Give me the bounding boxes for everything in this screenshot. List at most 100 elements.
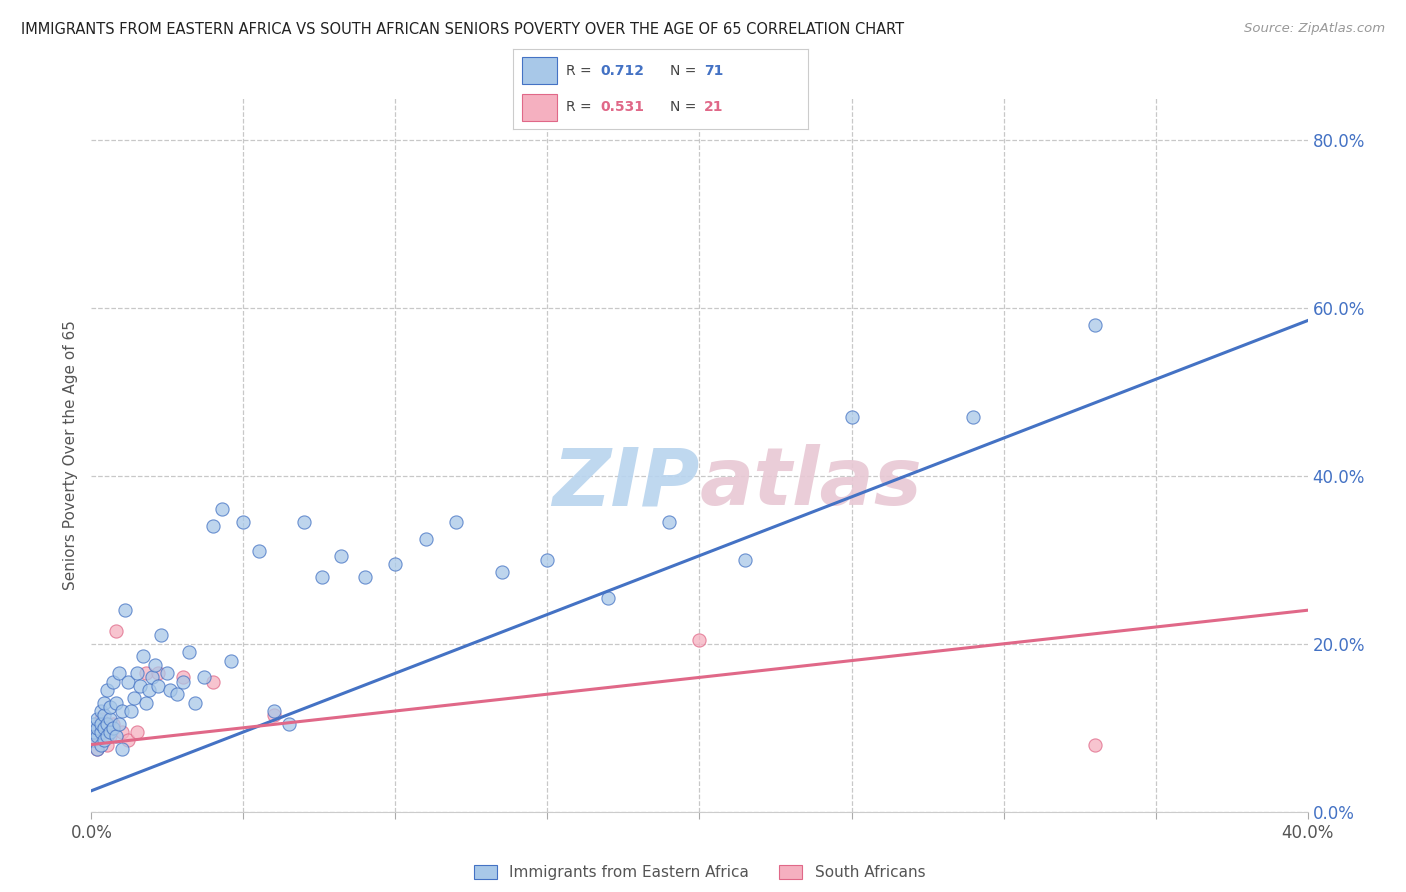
Text: 0.712: 0.712: [600, 63, 644, 78]
Point: [135, 666, 157, 681]
Point: [104, 696, 127, 710]
Point: [82, 733, 104, 747]
Point: [98, 699, 121, 714]
FancyBboxPatch shape: [522, 94, 557, 121]
Point: [96, 738, 118, 752]
Point: [83, 716, 105, 731]
Point: [111, 704, 134, 718]
Point: [122, 691, 145, 706]
Point: [86, 721, 108, 735]
Point: [166, 687, 188, 701]
Point: [82, 733, 104, 747]
Point: [202, 519, 225, 533]
Point: [89, 716, 111, 731]
Point: [96, 729, 118, 743]
Point: [1084, 738, 1107, 752]
Text: R =: R =: [567, 100, 596, 114]
Point: [491, 566, 513, 580]
Point: [232, 515, 254, 529]
Point: [841, 410, 863, 425]
Point: [86, 741, 108, 756]
Point: [156, 666, 179, 681]
Point: [93, 721, 115, 735]
Point: [143, 657, 166, 672]
Point: [148, 666, 170, 681]
Point: [93, 721, 115, 735]
Point: [89, 738, 111, 752]
Point: [93, 696, 115, 710]
Point: [247, 544, 270, 558]
Point: [93, 708, 115, 723]
Legend: Immigrants from Eastern Africa, South Africans: Immigrants from Eastern Africa, South Af…: [468, 858, 931, 886]
Point: [114, 603, 136, 617]
Point: [89, 712, 111, 726]
Point: [211, 502, 233, 516]
Text: Source: ZipAtlas.com: Source: ZipAtlas.com: [1244, 22, 1385, 36]
Point: [117, 733, 139, 747]
Text: 21: 21: [703, 100, 723, 114]
Point: [98, 712, 121, 726]
Point: [354, 569, 377, 583]
Text: atlas: atlas: [699, 444, 922, 523]
Point: [263, 704, 285, 718]
Point: [150, 628, 173, 642]
Point: [120, 704, 142, 718]
Point: [177, 645, 200, 659]
Point: [101, 716, 124, 731]
Point: [172, 670, 194, 684]
Point: [415, 532, 437, 546]
Text: R =: R =: [567, 63, 596, 78]
Point: [98, 725, 121, 739]
Text: 0.531: 0.531: [600, 100, 644, 114]
Point: [278, 716, 301, 731]
Point: [536, 553, 558, 567]
Point: [132, 649, 155, 664]
Point: [96, 716, 118, 731]
Point: [219, 654, 242, 668]
Point: [86, 729, 108, 743]
Text: N =: N =: [669, 63, 700, 78]
Point: [734, 553, 756, 567]
Point: [101, 674, 124, 689]
Point: [96, 716, 118, 731]
Point: [141, 670, 163, 684]
Point: [329, 549, 352, 563]
Point: [93, 733, 115, 747]
Point: [98, 729, 121, 743]
Point: [117, 674, 139, 689]
Point: [172, 674, 194, 689]
Text: N =: N =: [669, 100, 700, 114]
Point: [444, 515, 467, 529]
Point: [1084, 318, 1107, 332]
Point: [688, 632, 710, 647]
Point: [135, 696, 157, 710]
Point: [83, 725, 105, 739]
Point: [111, 725, 134, 739]
Text: 71: 71: [703, 63, 723, 78]
Point: [125, 666, 148, 681]
Point: [384, 557, 406, 571]
Point: [89, 725, 111, 739]
Point: [111, 741, 134, 756]
Point: [138, 683, 160, 698]
Point: [263, 708, 285, 723]
Point: [292, 515, 315, 529]
Point: [598, 591, 620, 605]
Point: [202, 674, 225, 689]
Point: [159, 683, 181, 698]
Point: [96, 683, 118, 698]
Point: [148, 679, 170, 693]
Point: [107, 666, 129, 681]
Point: [193, 670, 215, 684]
Point: [129, 679, 152, 693]
Point: [86, 741, 108, 756]
Point: [962, 410, 984, 425]
Point: [125, 725, 148, 739]
Point: [658, 515, 681, 529]
Point: [86, 712, 108, 726]
FancyBboxPatch shape: [522, 57, 557, 85]
Text: ZIP: ZIP: [553, 444, 699, 523]
Point: [311, 569, 333, 583]
Y-axis label: Seniors Poverty Over the Age of 65: Seniors Poverty Over the Age of 65: [62, 320, 77, 590]
Point: [89, 704, 111, 718]
